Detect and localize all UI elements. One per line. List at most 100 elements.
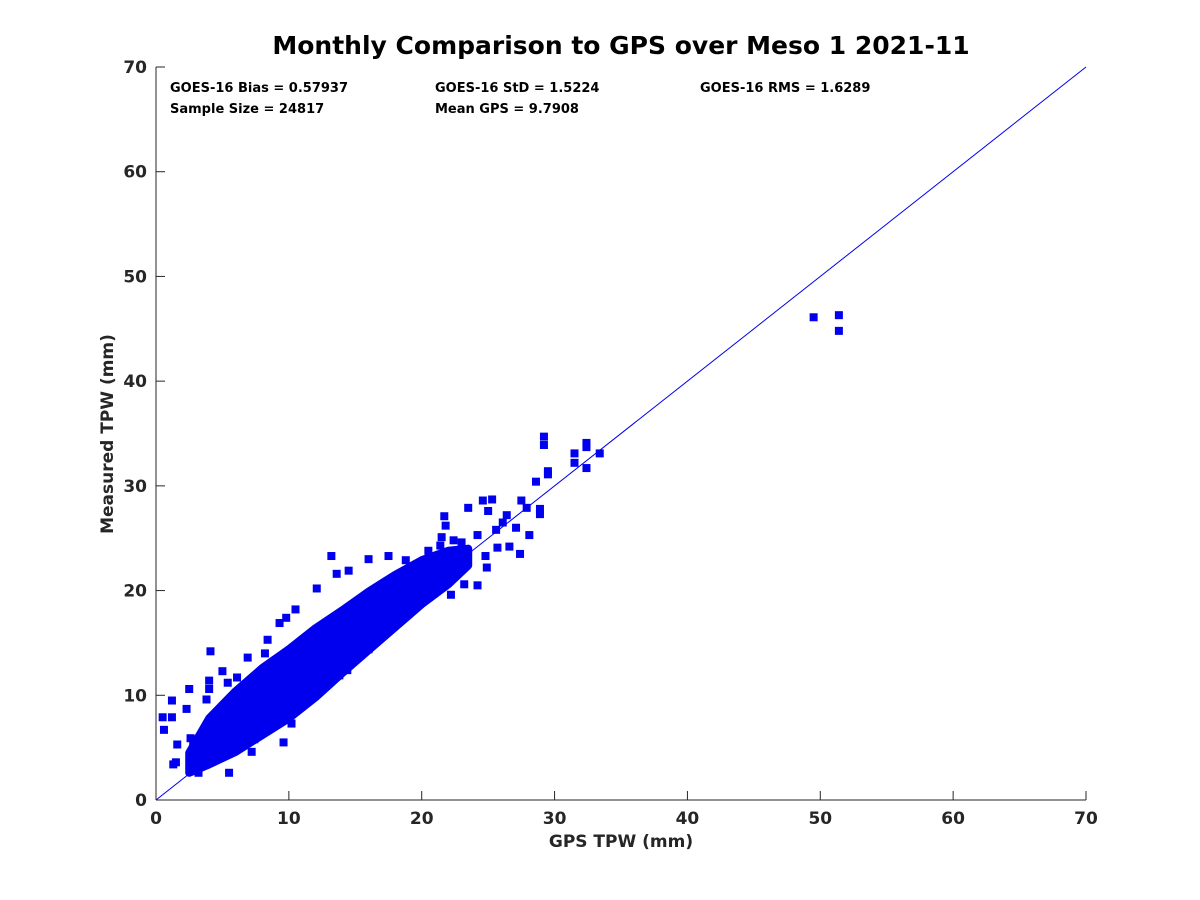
scatter-point: [332, 569, 341, 578]
y-tick-label: 30: [123, 477, 147, 497]
scatter-point: [484, 506, 493, 515]
scatter-point: [171, 758, 180, 767]
scatter-point: [517, 496, 526, 505]
scatter-point: [186, 734, 195, 743]
scatter-point: [535, 504, 544, 513]
stat-std: GOES-16 StD = 1.5224: [435, 81, 599, 96]
y-axis-label: Measured TPW (mm): [98, 334, 118, 534]
y-tick-label: 20: [123, 582, 147, 602]
scatter-point: [834, 326, 843, 335]
scatter-point: [401, 556, 410, 565]
y-tick-label: 0: [135, 791, 147, 811]
scatter-point: [291, 605, 300, 614]
scatter-point: [516, 549, 525, 558]
scatter-point: [481, 552, 490, 561]
x-tick-label: 50: [808, 809, 832, 829]
y-tick-label: 10: [123, 686, 147, 706]
reference-line-1to1: [155, 66, 1087, 801]
scatter-point: [384, 552, 393, 561]
scatter-point: [460, 580, 469, 589]
scatter-point: [287, 719, 296, 728]
scatter-point: [167, 713, 176, 722]
scatter-point: [167, 696, 176, 705]
scatter-point: [424, 546, 433, 555]
x-tick-label: 40: [676, 809, 700, 829]
scatter-point: [539, 441, 548, 450]
scatter-point: [512, 523, 521, 532]
scatter-point: [446, 590, 455, 599]
scatter-point: [441, 521, 450, 530]
stat-mean-gps: Mean GPS = 9.7908: [435, 102, 579, 117]
scatter-point: [243, 653, 252, 662]
scatter-point: [282, 705, 291, 714]
scatter-point: [488, 495, 497, 504]
scatter-point: [809, 313, 818, 322]
x-tick-label: 10: [277, 809, 301, 829]
scatter-point: [247, 747, 256, 756]
chart-title: Monthly Comparison to GPS over Meso 1 20…: [272, 31, 969, 60]
scatter-point: [218, 667, 227, 676]
scatter-point: [505, 542, 514, 551]
scatter-point: [315, 685, 324, 694]
scatter-point: [437, 533, 446, 542]
scatter-point: [185, 685, 194, 694]
scatter-point: [449, 536, 458, 545]
scatter-point: [194, 768, 203, 777]
y-tick-label: 60: [123, 163, 147, 183]
scatter-point: [582, 443, 591, 452]
scatter-point: [250, 735, 259, 744]
stat-rms: GOES-16 RMS = 1.6289: [700, 81, 870, 96]
scatter-points: [158, 311, 843, 777]
x-tick-label: 0: [150, 809, 162, 829]
stat-bias: GOES-16 Bias = 0.57937: [170, 81, 348, 96]
scatter-point: [159, 725, 168, 734]
scatter-point: [279, 738, 288, 747]
stats-box: GOES-16 Bias = 0.57937 GOES-16 StD = 1.5…: [170, 81, 870, 117]
scatter-point: [206, 647, 215, 656]
scatter-point: [260, 649, 269, 658]
scatter-point: [493, 543, 502, 552]
scatter-point: [158, 713, 167, 722]
scatter-point: [440, 512, 449, 521]
scatter-point: [502, 511, 511, 520]
dense-point-cloud: [185, 544, 473, 777]
dense-cloud-band: [185, 544, 473, 777]
scatter-point: [316, 672, 325, 681]
scatter-point: [173, 740, 182, 749]
scatter-point: [535, 510, 544, 519]
axes: [155, 67, 1086, 801]
scatter-point: [570, 458, 579, 467]
scatter-point: [202, 695, 211, 704]
scatter-point: [233, 673, 242, 682]
x-tick-label: 60: [941, 809, 965, 829]
scatter-point: [582, 464, 591, 473]
scatter-point: [473, 531, 482, 540]
scatter-point: [312, 584, 321, 593]
scatter-point: [223, 678, 232, 687]
y-axis-ticks: 0 10 20 30 40 50 60 70: [123, 58, 165, 811]
x-tick-label: 30: [543, 809, 567, 829]
scatter-point: [343, 666, 352, 675]
scatter-point: [834, 311, 843, 320]
scatter-point: [225, 768, 234, 777]
scatter-point: [205, 685, 214, 694]
scatter-point: [299, 699, 308, 708]
scatter-point: [582, 438, 591, 447]
scatter-point: [473, 581, 482, 590]
y-tick-label: 50: [123, 267, 147, 287]
scatter-point: [531, 477, 540, 486]
scatter-point: [492, 525, 501, 534]
scatter-point: [364, 645, 373, 654]
scatter-point: [595, 449, 604, 458]
scatter-point: [364, 555, 373, 564]
scatter-point: [498, 518, 507, 527]
scatter-point: [478, 496, 487, 505]
scatter-point: [525, 531, 534, 540]
scatter-point: [482, 563, 491, 572]
scatter-point: [263, 635, 272, 644]
y-tick-label: 70: [123, 58, 147, 78]
x-axis-ticks: 0 10 20 30 40 50 60 70: [150, 791, 1098, 829]
scatter-point: [189, 741, 198, 750]
x-tick-label: 70: [1074, 809, 1098, 829]
